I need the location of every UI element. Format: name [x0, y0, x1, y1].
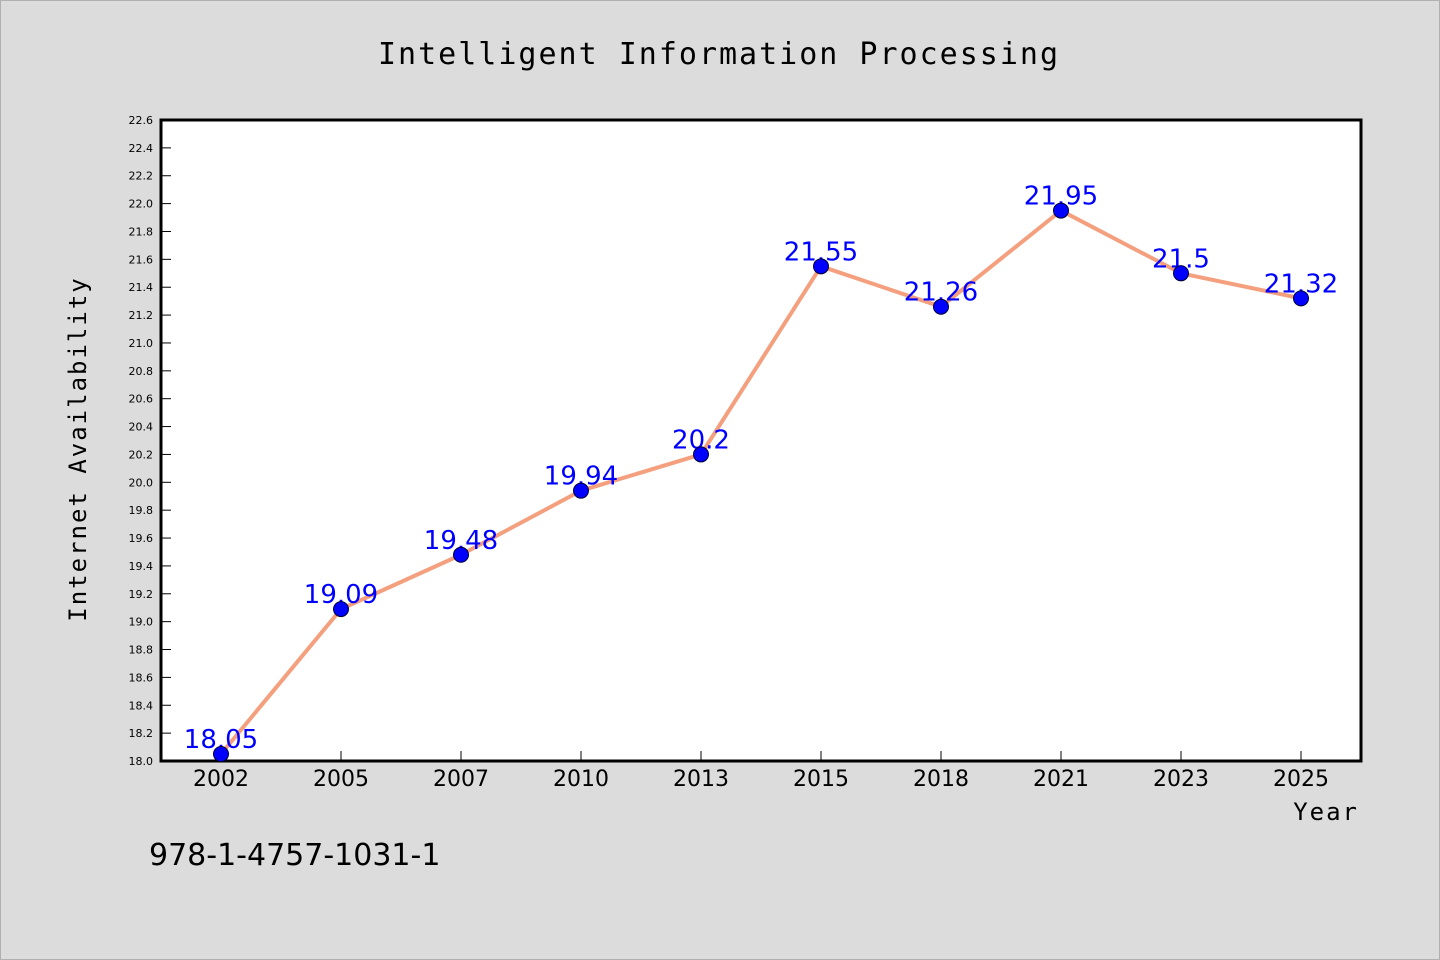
y-tick-label: 18.6 [129, 671, 154, 684]
data-point [213, 746, 229, 763]
x-axis-ticks: 2002 2005 2007 2010 2013 2015 2018 2021 2023 2025 [193, 751, 1329, 792]
y-tick-label: 21.6 [129, 253, 154, 266]
y-tick-label: 21.8 [129, 225, 154, 238]
data-point [1053, 202, 1069, 219]
y-tick-label: 21.2 [129, 309, 154, 322]
x-tick-label: 2025 [1273, 767, 1329, 792]
x-tick-label: 2010 [553, 767, 609, 792]
y-tick-label: 22.4 [129, 142, 154, 155]
y-tick-label: 19.2 [129, 588, 154, 601]
y-tick-label: 20.0 [129, 476, 154, 489]
y-axis-ticks: 18.0 18.2 18.4 18.6 18.8 19.0 19.2 19.4 19.6 19.8… [129, 114, 171, 768]
x-tick-label: 2002 [193, 767, 249, 792]
chart-title: Intelligent Information Processing [378, 37, 1060, 72]
data-point [933, 298, 949, 315]
plot-area [159, 118, 1363, 763]
y-tick-label: 21.4 [129, 281, 154, 294]
y-tick-label: 19.6 [129, 532, 154, 545]
data-point [453, 546, 469, 563]
y-tick-label: 19.8 [129, 504, 154, 517]
data-point [813, 258, 829, 275]
y-tick-label: 18.8 [129, 644, 154, 657]
data-point [693, 446, 709, 463]
x-tick-label: 2023 [1153, 767, 1209, 792]
x-tick-label: 2015 [793, 767, 849, 792]
y-tick-label: 20.4 [129, 421, 154, 434]
data-point [573, 482, 589, 499]
x-tick-label: 2005 [313, 767, 369, 792]
x-tick-label: 2007 [433, 767, 489, 792]
y-tick-label: 20.8 [129, 365, 154, 378]
y-tick-label: 20.6 [129, 393, 154, 406]
isbn-footer: 978-1-4757-1031-1 [149, 838, 440, 873]
x-axis-title: Year [1293, 798, 1359, 826]
y-tick-label: 19.0 [129, 616, 154, 629]
y-tick-label: 19.4 [129, 560, 154, 573]
y-axis-title: Internet Availability [64, 276, 92, 621]
y-tick-label: 18.2 [129, 727, 154, 740]
x-tick-label: 2013 [673, 767, 729, 792]
y-tick-label: 22.6 [129, 114, 154, 127]
x-tick-label: 2018 [913, 767, 969, 792]
y-tick-label: 22.0 [129, 198, 154, 211]
y-tick-label: 21.0 [129, 337, 154, 350]
data-point [333, 601, 349, 618]
y-tick-label: 20.2 [129, 448, 154, 461]
y-tick-label: 18.4 [129, 699, 154, 712]
series-layer: 18.0519.0919.4819.9420.221.5521.2621.952… [184, 182, 1338, 763]
series-line [219, 208, 1302, 756]
data-point [1173, 265, 1189, 282]
data-point [1293, 290, 1309, 307]
y-tick-label: 18.0 [129, 755, 154, 768]
x-tick-label: 2021 [1033, 767, 1089, 792]
y-tick-label: 22.2 [129, 170, 154, 183]
